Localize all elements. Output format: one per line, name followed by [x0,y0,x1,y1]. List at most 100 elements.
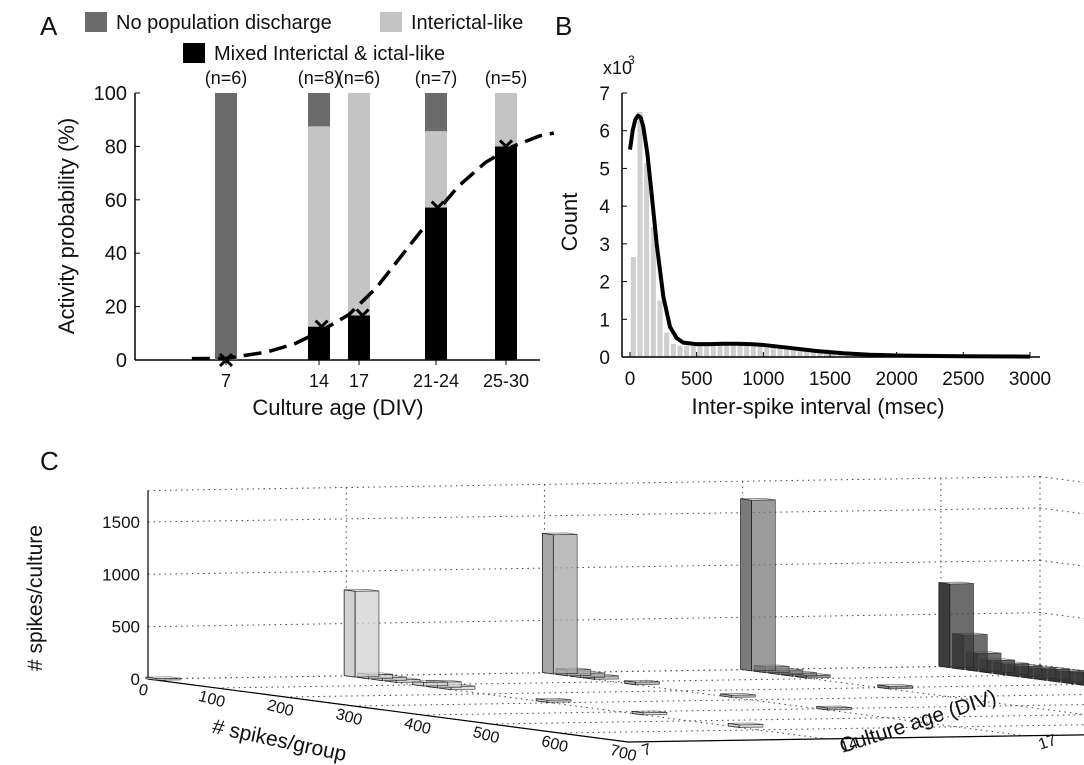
b-y-tick-label: 1 [599,310,610,331]
a-n-label: (n=8) [298,68,341,88]
b-x-tick-label: 500 [681,369,713,390]
a-fit-marker [430,200,445,215]
b-hist-bar [750,344,756,357]
c-x-tick-label: 100 [197,688,227,711]
a-bar-segment [425,93,447,132]
c-y-label: Culture age (DIV) [837,686,1000,758]
c-bar-side [751,499,776,672]
a-n-label: (n=6) [205,68,248,88]
c-x-label: # spikes/group [210,715,348,765]
c-bar-top [877,684,913,687]
panel-label-a: A [40,11,58,41]
b-x-tick-label: 2500 [942,369,984,390]
b-hist-bar [830,353,836,357]
c-grid-line [285,683,1084,698]
b-hist-bar [764,345,770,357]
b-x-label: Inter-spike interval (msec) [691,394,944,419]
c-x-tick-label: 0 [137,681,150,700]
b-y-tick-label: 6 [599,122,610,143]
a-n-label: (n=7) [415,68,458,88]
c-grid-line [346,675,827,740]
a-legend-swatch [85,12,107,32]
c-grid-line [147,612,1041,628]
a-legend-label: No population discharge [116,12,332,34]
c-bar-side [949,583,974,669]
c-y-axis [627,734,1084,743]
b-hist-bar [824,352,830,357]
b-x-tick-label: 2000 [876,369,918,390]
b-hist-bar [650,226,656,357]
a-y-tick-label: 60 [105,190,127,212]
c-bar-top [624,679,660,683]
c-x-tick-label: 300 [334,706,364,729]
b-y-tick-label: 5 [599,159,610,180]
c-bar-top [542,532,578,536]
b-x-tick-label: 3000 [1009,369,1051,390]
b-x-tick-label: 1000 [742,369,784,390]
a-legend-label: Interictal-like [411,12,523,34]
a-x-tick-label: 17 [349,371,369,391]
b-hist-bar [697,344,703,357]
c-grid-line [353,694,1084,707]
a-x-label: Culture age (DIV) [252,395,423,420]
b-hist-bar [804,350,810,357]
b-hist-bar [630,257,636,357]
b-hist-bar [657,300,663,357]
a-bar-segment [495,93,517,147]
c-x-tick-label: 200 [265,697,295,720]
panel-label-c: C [40,446,59,476]
b-hist-bar [704,344,710,357]
c-bar-top [740,498,776,501]
a-y-tick-label: 100 [94,83,127,105]
c-grid-line [147,559,1041,575]
c-bar-front [938,582,951,669]
c-bar-top [816,705,852,709]
a-bar-segment [215,93,237,360]
c-grid-line [544,672,1025,737]
c-bar-side [552,533,578,675]
b-hist-bar [777,347,783,357]
b-fit-curve [628,113,1031,359]
a-legend-swatch [183,43,205,63]
a-x-tick-label: 21-24 [413,371,459,391]
c-bar-front [343,589,356,678]
panel-a-chart: 0 20 40 60 80 100 7 (n=6) 14 (n=8) 17 (n=6) 21-24 (n=… [54,12,555,420]
a-fit-marker [314,319,329,334]
a-bar-segment [348,315,370,360]
b-scale-label: x10 [603,58,632,78]
a-bar-segment [425,207,447,360]
b-scale-exponent: 3 [628,53,635,67]
a-bar-segment [425,131,447,208]
c-bar-front [740,498,752,672]
a-bar-segment [308,93,330,127]
b-hist-bar [817,351,823,357]
a-fit-marker [498,139,514,154]
c-grid-line [147,507,1041,523]
b-hist-bar [637,111,643,357]
b-y-tick-label: 0 [599,348,610,369]
c-z-tick-label: 1000 [102,565,140,584]
b-y-tick-label: 4 [599,197,610,218]
a-n-label: (n=6) [338,68,381,88]
b-hist-bar [790,348,796,357]
b-hist-bar [837,353,843,357]
c-bar-front [541,532,554,675]
a-n-label: (n=5) [485,68,528,88]
b-hist-bar [737,344,743,357]
b-hist-bar [744,344,750,357]
b-hist-bar [664,332,670,357]
c-bar-top [536,697,571,701]
c-bar-top [344,589,379,592]
b-hist-bar [690,345,696,357]
a-y-tick-label: 20 [105,297,127,319]
b-x-tick-label: 0 [625,369,636,390]
c-grid-line [422,704,1084,716]
a-x-tick-label: 7 [221,371,231,391]
b-hist-bar [757,344,763,357]
c-x-tick-label: 600 [539,733,569,756]
b-y-tick-label: 7 [599,84,610,105]
b-y-tick-label: 3 [599,235,610,256]
a-legend-swatch [380,12,402,32]
